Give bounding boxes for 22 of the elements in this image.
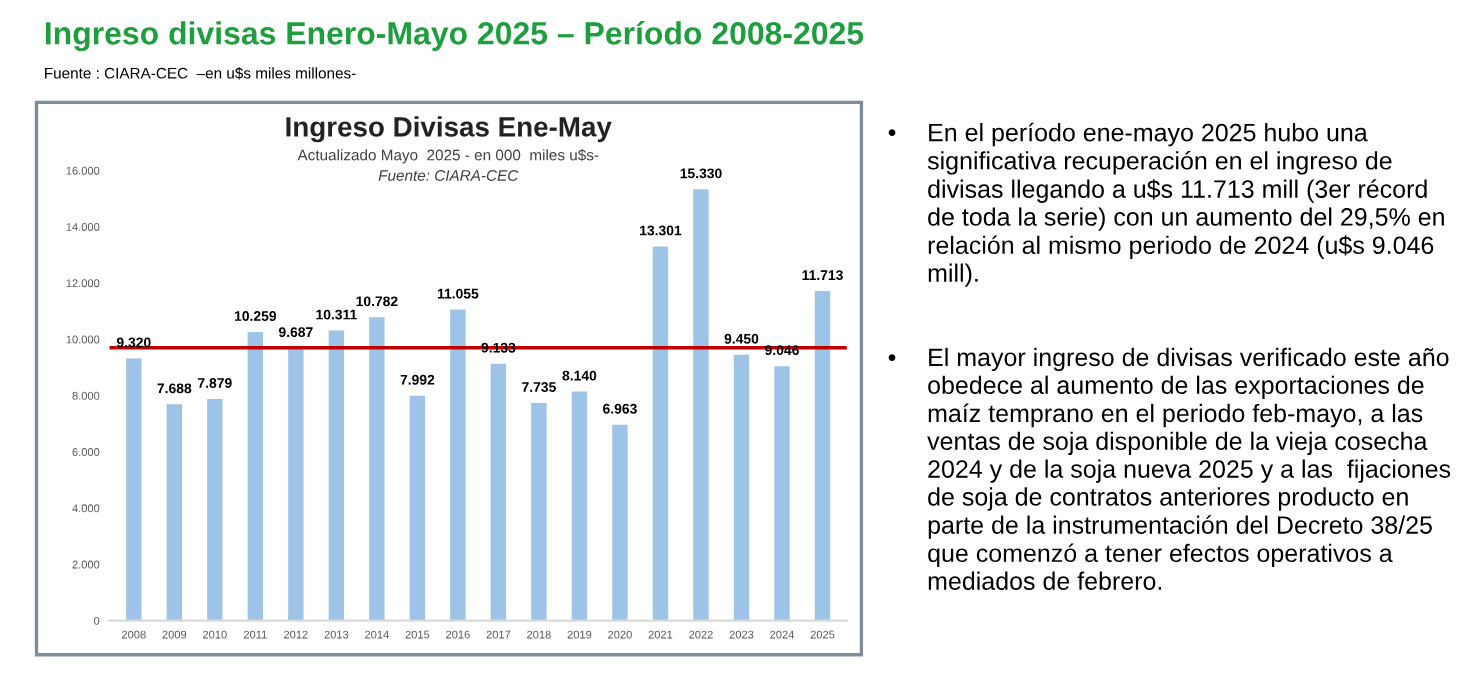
bar xyxy=(490,363,507,621)
bar xyxy=(571,391,588,621)
bar xyxy=(247,332,264,621)
bar xyxy=(207,398,223,621)
bar xyxy=(814,291,831,621)
bar xyxy=(652,246,669,621)
text: • En el período ene-mayo 2025 hubo una significativa recuperación en el ingreso de divisas llegando a u$s 11.713 mill (3er récord de toda la serie) con un aumento del 29,5% en relación al mismo periodo de 2024 (u$s 9.046 mill). xyxy=(888,122,1444,287)
bar xyxy=(450,309,466,621)
bar xyxy=(693,189,709,621)
bar xyxy=(774,366,790,621)
bar xyxy=(531,403,547,621)
bar xyxy=(288,348,304,621)
bar xyxy=(733,354,750,621)
bar xyxy=(612,424,628,621)
bar xyxy=(166,404,183,621)
bar xyxy=(126,358,142,621)
chart-title: Ingreso divisas Enero-Mayo 2025 – Período 2008-2025 xyxy=(45,20,864,52)
bar xyxy=(369,317,385,621)
bar xyxy=(328,330,345,621)
text: • El mayor ingreso de divisas verificado este año obedece al aumento de las exportaciones de maíz temprano en el periodo feb-mayo, a las ventas de soja disponible de la vieja cosecha 2024 y de la soja nueva 2025 y a las fijaciones de soja de contratos anteriores producto en parte de la instrumentación del Decreto 38/25 que comenzó a tener efectos operativos a mediados de febrero. xyxy=(888,347,1451,590)
bar xyxy=(409,395,426,621)
text: Ingreso Divisas Ene-May xyxy=(286,116,612,143)
